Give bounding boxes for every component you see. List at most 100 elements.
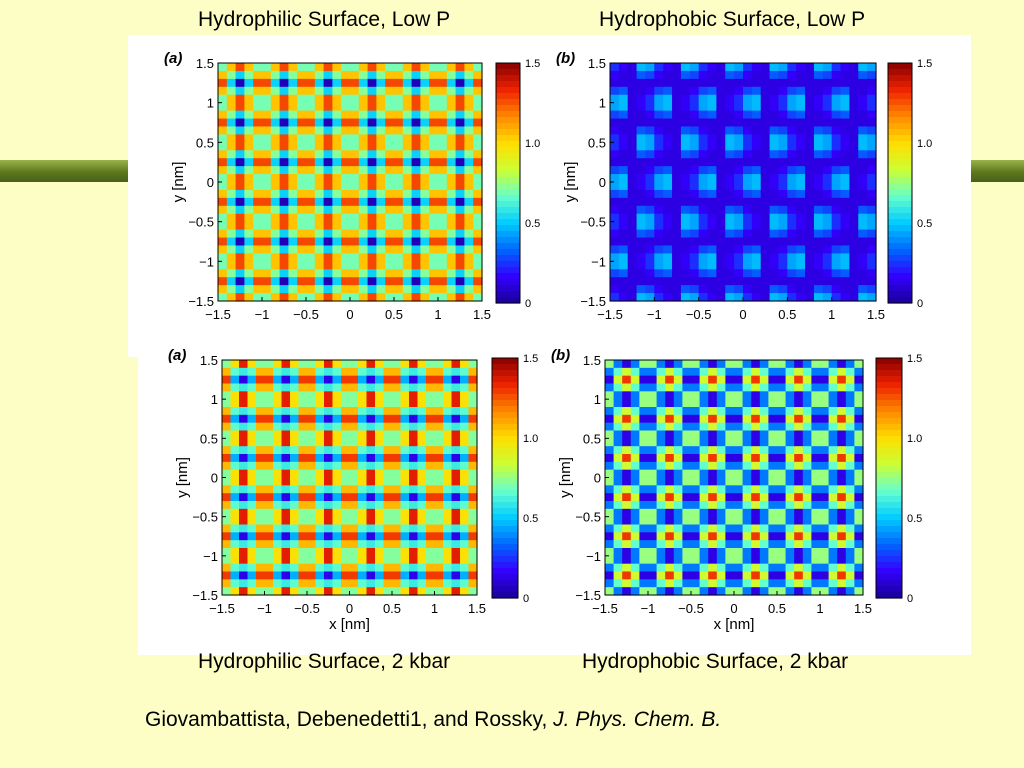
heatmap-cell <box>451 587 461 596</box>
colorbar-step <box>888 189 912 196</box>
heatmap-cell <box>796 197 806 207</box>
y-tick-label: −1.5 <box>192 588 218 603</box>
heatmap-cell <box>349 367 359 377</box>
heatmap-cell <box>716 485 726 494</box>
heatmap-cell <box>854 383 864 392</box>
heatmap-cell <box>837 469 847 479</box>
heatmap-cell <box>281 540 291 549</box>
heatmap-cell <box>796 277 806 286</box>
heatmap-cell <box>759 516 769 526</box>
heatmap-cell <box>777 461 787 471</box>
heatmap-cell <box>443 469 453 479</box>
colorbar-step <box>888 255 912 262</box>
heatmap-cell <box>332 221 342 231</box>
heatmap-cell <box>645 213 655 223</box>
heatmap-cell <box>253 134 263 143</box>
heatmap-cell <box>622 360 632 369</box>
heatmap-cell <box>751 516 761 526</box>
heatmap-cell <box>858 70 868 80</box>
heatmap-cell <box>665 563 675 573</box>
heatmap-cell <box>639 477 649 486</box>
heatmap-cell <box>455 213 465 223</box>
heatmap-cell <box>778 245 788 254</box>
heatmap-cell <box>244 285 254 294</box>
heatmap-cell <box>247 571 257 580</box>
heatmap-cell <box>742 485 752 494</box>
heatmap-cell <box>743 245 753 254</box>
heatmap-cell <box>630 469 640 479</box>
heatmap-cell <box>820 367 830 377</box>
heatmap-cell <box>768 430 778 439</box>
heatmap-cell <box>306 86 316 96</box>
heatmap-cell <box>785 383 795 392</box>
heatmap-cell <box>375 367 385 377</box>
heatmap-cell <box>473 174 483 183</box>
heatmap-cell <box>307 477 317 486</box>
heatmap-cell <box>831 110 842 120</box>
heatmap-cell <box>682 422 692 432</box>
heatmap-cell <box>648 477 658 486</box>
heatmap-cell <box>837 391 847 400</box>
heatmap-cell <box>820 399 830 408</box>
heatmap-cell <box>253 277 263 286</box>
heatmap-cell <box>468 383 478 392</box>
heatmap-cell <box>605 461 615 471</box>
heatmap-cell <box>341 563 351 573</box>
heatmap-cell <box>645 293 655 302</box>
heatmap-cell <box>858 245 868 254</box>
heatmap-cell <box>639 508 649 518</box>
heatmap-cell <box>831 150 842 159</box>
heatmap-cell <box>725 134 735 143</box>
heatmap-cell <box>610 134 620 143</box>
heatmap-cell <box>253 158 263 167</box>
heatmap-cell <box>605 375 615 385</box>
colorbar-tick-label: 1.0 <box>907 433 922 445</box>
heatmap-cell <box>691 454 701 463</box>
heatmap-cell <box>315 555 325 565</box>
heatmap-cell <box>680 182 691 191</box>
heatmap-cell <box>341 174 351 183</box>
heatmap-cell <box>796 158 806 167</box>
heatmap-cell <box>698 70 709 80</box>
heatmap-cell <box>673 446 683 455</box>
y-tick-label: 0 <box>599 175 606 190</box>
heatmap-cell <box>794 391 804 400</box>
heatmap-cell <box>411 213 421 223</box>
heatmap-cell <box>247 399 257 408</box>
heatmap-cell <box>725 524 735 533</box>
heatmap-cell <box>358 407 368 416</box>
heatmap-cell <box>426 508 436 518</box>
heatmap-cell <box>778 277 788 286</box>
y-tick-label: −1 <box>586 549 601 564</box>
heatmap-cell <box>751 293 762 302</box>
heatmap-cell <box>392 375 402 385</box>
heatmap-cell <box>392 485 402 494</box>
heatmap-cell <box>760 158 771 167</box>
heatmap-cell <box>400 555 410 565</box>
heatmap-cell <box>680 245 691 254</box>
y-tick-label: 1 <box>211 392 218 407</box>
heatmap-cell <box>613 454 623 463</box>
heatmap-cell <box>323 285 333 294</box>
heatmap-cell <box>230 438 240 447</box>
heatmap-cell <box>315 571 325 580</box>
heatmap-cell <box>716 532 726 541</box>
heatmap-cell <box>420 237 430 247</box>
heatmap-cell <box>802 563 812 573</box>
heatmap-cell <box>682 540 692 549</box>
heatmap-cell <box>332 438 342 447</box>
heatmap-cell <box>409 375 419 385</box>
heatmap-cell <box>813 293 824 302</box>
heatmap-cell <box>820 508 830 518</box>
colorbar-step <box>496 75 520 82</box>
heatmap-cell <box>831 126 842 135</box>
heatmap-cell <box>411 261 421 270</box>
heatmap-cell <box>811 516 821 526</box>
heatmap-cell <box>279 150 289 159</box>
heatmap-cell <box>759 501 769 510</box>
heatmap-cell <box>349 579 359 588</box>
heatmap-cell <box>768 375 778 385</box>
heatmap-cell <box>451 399 461 408</box>
colorbar-step <box>496 129 520 136</box>
